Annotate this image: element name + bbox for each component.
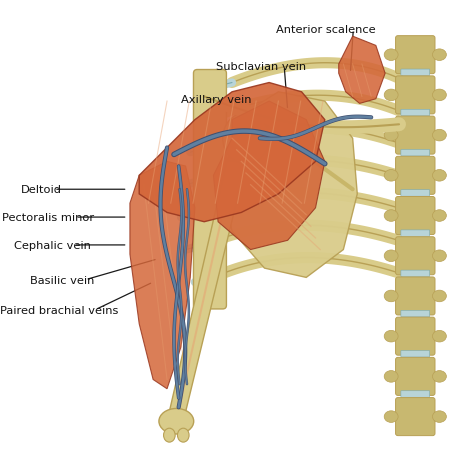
Ellipse shape [383,210,397,222]
FancyBboxPatch shape [394,318,434,356]
Ellipse shape [432,90,445,101]
Ellipse shape [432,50,445,61]
Ellipse shape [222,113,269,164]
Polygon shape [130,162,194,389]
Ellipse shape [177,428,189,442]
Ellipse shape [432,371,445,382]
Ellipse shape [383,170,397,182]
Ellipse shape [383,50,397,61]
Text: Basilic vein: Basilic vein [30,275,94,285]
Ellipse shape [158,409,194,434]
FancyBboxPatch shape [400,150,429,156]
Polygon shape [222,93,357,278]
Ellipse shape [432,210,445,222]
Ellipse shape [383,250,397,262]
FancyBboxPatch shape [400,391,429,397]
FancyBboxPatch shape [400,70,429,76]
FancyBboxPatch shape [394,398,434,436]
FancyBboxPatch shape [400,231,429,237]
FancyBboxPatch shape [394,237,434,275]
Text: Axillary vein: Axillary vein [181,94,251,105]
Ellipse shape [163,428,175,442]
Ellipse shape [383,411,397,422]
FancyBboxPatch shape [400,110,429,117]
Text: Paired brachial veins: Paired brachial veins [0,305,118,315]
Ellipse shape [383,371,397,382]
Ellipse shape [432,291,445,302]
Ellipse shape [432,130,445,142]
FancyBboxPatch shape [394,77,434,115]
Ellipse shape [432,250,445,262]
FancyBboxPatch shape [394,277,434,315]
Ellipse shape [432,331,445,342]
Text: Subclavian vein: Subclavian vein [215,62,305,72]
Text: Cephalic vein: Cephalic vein [14,240,91,250]
Polygon shape [168,162,246,417]
Ellipse shape [383,130,397,142]
FancyBboxPatch shape [394,357,434,395]
Polygon shape [213,102,324,250]
Polygon shape [338,37,384,104]
FancyBboxPatch shape [394,117,434,155]
Ellipse shape [383,90,397,101]
FancyBboxPatch shape [394,197,434,235]
FancyBboxPatch shape [394,157,434,195]
Ellipse shape [432,170,445,182]
FancyBboxPatch shape [400,270,429,277]
Text: Pectoralis minor: Pectoralis minor [2,213,94,223]
Polygon shape [139,83,324,222]
Ellipse shape [383,291,397,302]
Ellipse shape [432,411,445,422]
Text: Anterior scalence: Anterior scalence [275,25,375,35]
FancyBboxPatch shape [400,351,429,357]
FancyBboxPatch shape [400,190,429,197]
FancyBboxPatch shape [193,70,226,309]
Text: Deltoid: Deltoid [21,185,62,195]
FancyBboxPatch shape [400,311,429,317]
Ellipse shape [383,331,397,342]
FancyBboxPatch shape [394,37,434,75]
